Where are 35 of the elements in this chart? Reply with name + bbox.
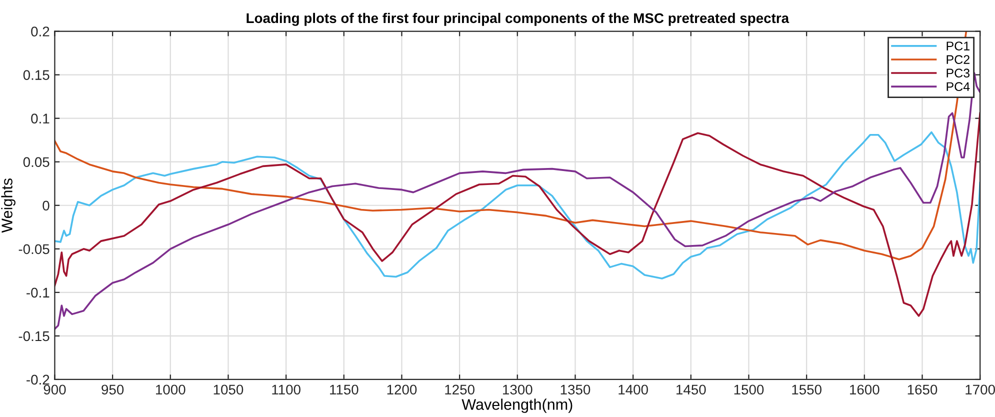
- legend-label: PC4: [946, 82, 970, 92]
- y-tick-label: 0.05: [23, 157, 50, 168]
- x-tick-label: 1050: [214, 384, 244, 395]
- x-tick-label: 1500: [734, 384, 764, 395]
- legend-label: PC2: [946, 55, 970, 64]
- y-tick-label: 0.1: [31, 114, 50, 124]
- x-tick-label: 1200: [387, 384, 417, 395]
- line-series: [54, 131, 980, 280]
- y-tick-label: -0.1: [26, 288, 50, 298]
- x-tick-label: 1600: [850, 384, 880, 395]
- y-tick-label: 0: [42, 200, 50, 211]
- x-tick-label: 1650: [908, 384, 938, 395]
- legend-label: PC1: [946, 42, 970, 50]
- x-tick-label: 1350: [560, 384, 590, 395]
- x-tick-label: 1100: [272, 384, 300, 395]
- x-tick-label: 950: [102, 384, 124, 395]
- y-tick-label: -0.05: [18, 244, 50, 254]
- x-tick-label: 900: [44, 384, 66, 395]
- line-series: [54, 112, 980, 317]
- legend-label: PC3: [946, 68, 970, 78]
- x-tick-label: 1300: [503, 384, 532, 395]
- x-tick-label: 1250: [445, 384, 474, 395]
- x-tick-label: 1150: [330, 384, 358, 395]
- y-tick-label: 0.2: [31, 26, 50, 36]
- x-tick-label: 1400: [618, 384, 648, 395]
- chart-title: Loading plots of the first four principal components of the MSC pretreated spectra: [246, 12, 790, 26]
- x-tick-label: 1000: [156, 384, 186, 395]
- x-tick-label: 1700: [966, 384, 995, 395]
- x-tick-label: 1550: [792, 384, 822, 395]
- y-tick-label: -0.15: [18, 331, 50, 342]
- y-tick-label: 0.15: [23, 70, 50, 80]
- y-tick-label: -0.2: [26, 374, 50, 385]
- x-tick-label: 1450: [676, 384, 706, 395]
- x-axis-title: Wavelength(nm): [462, 398, 572, 413]
- y-axis-title: Weights: [1, 178, 16, 233]
